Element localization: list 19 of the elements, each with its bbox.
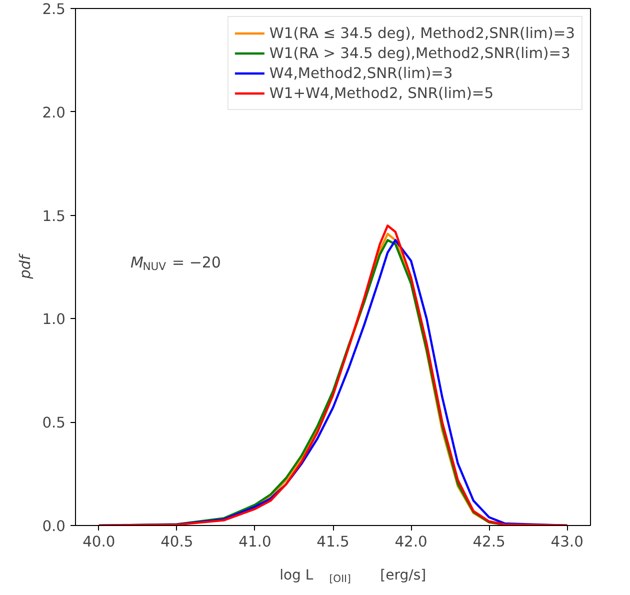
- legend-label: W4,Method2,SNR(lim)=3: [269, 64, 453, 82]
- y-tick-label: 1.5: [42, 208, 66, 225]
- x-tick-label: 42.0: [394, 534, 428, 550]
- x-tick-label: 40.5: [160, 534, 194, 550]
- y-tick-label: 0.5: [42, 414, 66, 432]
- y-tick-label: 1.0: [42, 311, 66, 328]
- legend-label: W1(RA > 34.5 deg),Method2,SNR(lim)=3: [269, 44, 570, 62]
- text: log L[OII] [erg/s]: [280, 568, 426, 585]
- x-tick-label: 43.0: [550, 534, 584, 550]
- x-tick-label: 41.5: [316, 534, 350, 550]
- x-tick-label: 42.5: [472, 534, 506, 550]
- x-tick-label: 41.0: [238, 534, 272, 550]
- x-tick-label: 40.0: [82, 534, 116, 550]
- y-tick-label: 2.0: [42, 104, 66, 122]
- y-tick-label: 0.0: [42, 518, 66, 535]
- legend-label: W1+W4,Method2, SNR(lim)=5: [269, 84, 494, 102]
- y-axis-title: pdf: [17, 253, 34, 280]
- legend-label: W1(RA ≤ 34.5 deg), Method2,SNR(lim)=3: [269, 24, 575, 42]
- y-tick-label: 2.5: [42, 1, 66, 18]
